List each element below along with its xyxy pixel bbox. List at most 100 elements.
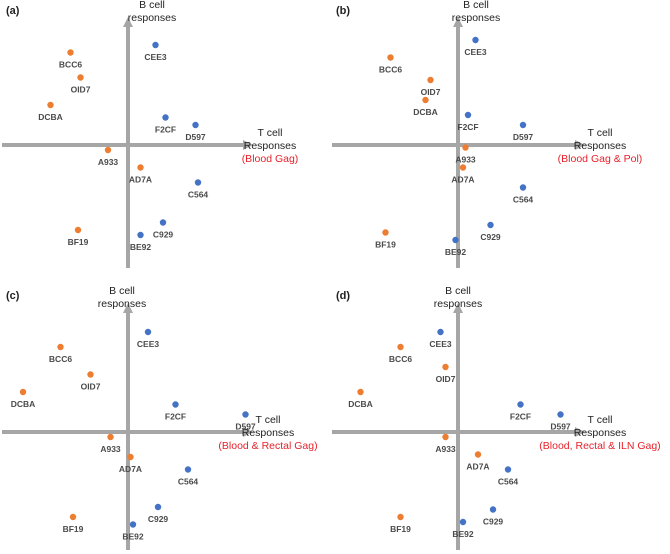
x-axis-label: T cell [256, 414, 281, 426]
data-point [472, 36, 479, 44]
y-axis-label: responses [434, 298, 482, 310]
data-point-label: CEE3 [429, 339, 451, 349]
data-point [519, 184, 527, 191]
data-point [104, 146, 112, 154]
data-point [77, 74, 84, 81]
x-axis-label: Responses [574, 427, 627, 439]
data-point-label: AD7A [451, 175, 474, 185]
data-point-label: DCBA [11, 399, 36, 409]
data-point [184, 466, 192, 473]
x-axis-label: Responses [244, 140, 297, 152]
data-point [427, 76, 434, 84]
data-point-label: D597 [550, 422, 571, 432]
data-point [127, 453, 134, 461]
data-point-label: A933 [98, 157, 119, 167]
data-point-label: BCC6 [59, 60, 82, 70]
data-point-label: DCBA [348, 399, 373, 409]
data-point-label: CEE3 [464, 47, 486, 57]
data-point [504, 466, 512, 473]
data-point [19, 388, 27, 396]
data-point-label: BE92 [445, 247, 467, 257]
data-point-label: BF19 [63, 524, 84, 534]
data-point-label: CEE3 [137, 339, 159, 349]
panel-letter: (a) [6, 5, 20, 17]
data-point [459, 518, 467, 526]
data-point [519, 121, 527, 129]
data-point [152, 41, 159, 49]
data-point-label: BE92 [452, 529, 474, 539]
data-point-label: C564 [498, 477, 519, 487]
data-point [517, 401, 524, 408]
data-point [357, 388, 364, 396]
condition-label: (Blood & Rectal Gag) [218, 440, 317, 452]
data-point-label: AD7A [119, 464, 142, 474]
y-axis-label: responses [452, 12, 500, 24]
x-axis-label: T cell [588, 414, 613, 426]
data-point-label: C929 [148, 514, 169, 524]
data-point-label: BE92 [130, 242, 152, 252]
data-point [69, 513, 77, 521]
data-point [172, 401, 179, 408]
y-axis-label: responses [128, 12, 176, 24]
data-point [87, 371, 94, 378]
data-point-label: A933 [455, 155, 476, 165]
data-point [192, 121, 199, 129]
data-point-label: C929 [153, 230, 174, 240]
data-point-label: F2CF [457, 122, 478, 132]
data-point-label: C564 [178, 477, 199, 487]
x-axis-label: T cell [258, 127, 283, 139]
data-point [137, 164, 144, 171]
y-axis-label: B cell [463, 0, 489, 11]
data-point [462, 144, 469, 151]
data-point-label: DCBA [38, 112, 63, 122]
data-point [442, 433, 449, 441]
data-point [47, 101, 54, 109]
data-point [422, 96, 429, 104]
y-axis-label: responses [98, 298, 146, 310]
data-point-label: F2CF [165, 412, 186, 422]
y-axis-label: B cell [109, 285, 135, 297]
data-point [57, 343, 64, 351]
data-point-label: A933 [100, 444, 121, 454]
data-point [459, 164, 467, 171]
data-point [437, 328, 444, 336]
data-point [382, 229, 389, 236]
data-point-label: DCBA [413, 107, 438, 117]
data-point-label: BF19 [375, 240, 396, 250]
data-point-label: OID7 [436, 374, 456, 384]
data-point [557, 411, 564, 418]
data-point-label: C564 [188, 190, 209, 200]
panel-letter: (b) [336, 5, 350, 17]
data-point [154, 503, 162, 511]
data-point-label: AD7A [466, 462, 489, 472]
data-point-label: OID7 [81, 382, 101, 392]
data-point [162, 114, 169, 121]
data-point-label: OID7 [71, 85, 91, 95]
data-point-label: A933 [435, 444, 456, 454]
data-point [397, 513, 404, 521]
data-point-label: AD7A [129, 175, 152, 185]
data-point [442, 363, 449, 371]
data-point-label: D597 [185, 132, 206, 142]
data-point [144, 328, 152, 336]
data-point [242, 411, 249, 418]
data-point-label: D597 [513, 132, 534, 142]
data-point [74, 226, 82, 234]
data-point [452, 236, 459, 244]
data-point-label: OID7 [421, 87, 441, 97]
data-point-label: BCC6 [49, 354, 72, 364]
data-point-label: F2CF [510, 412, 531, 422]
data-point [194, 179, 202, 186]
data-point [159, 219, 167, 226]
condition-label: (Blood Gag & Pol) [558, 153, 643, 165]
data-point [397, 343, 404, 351]
data-point [107, 433, 114, 441]
data-point-label: C929 [480, 232, 501, 242]
data-point-label: CEE3 [144, 52, 166, 62]
data-point [137, 231, 144, 239]
